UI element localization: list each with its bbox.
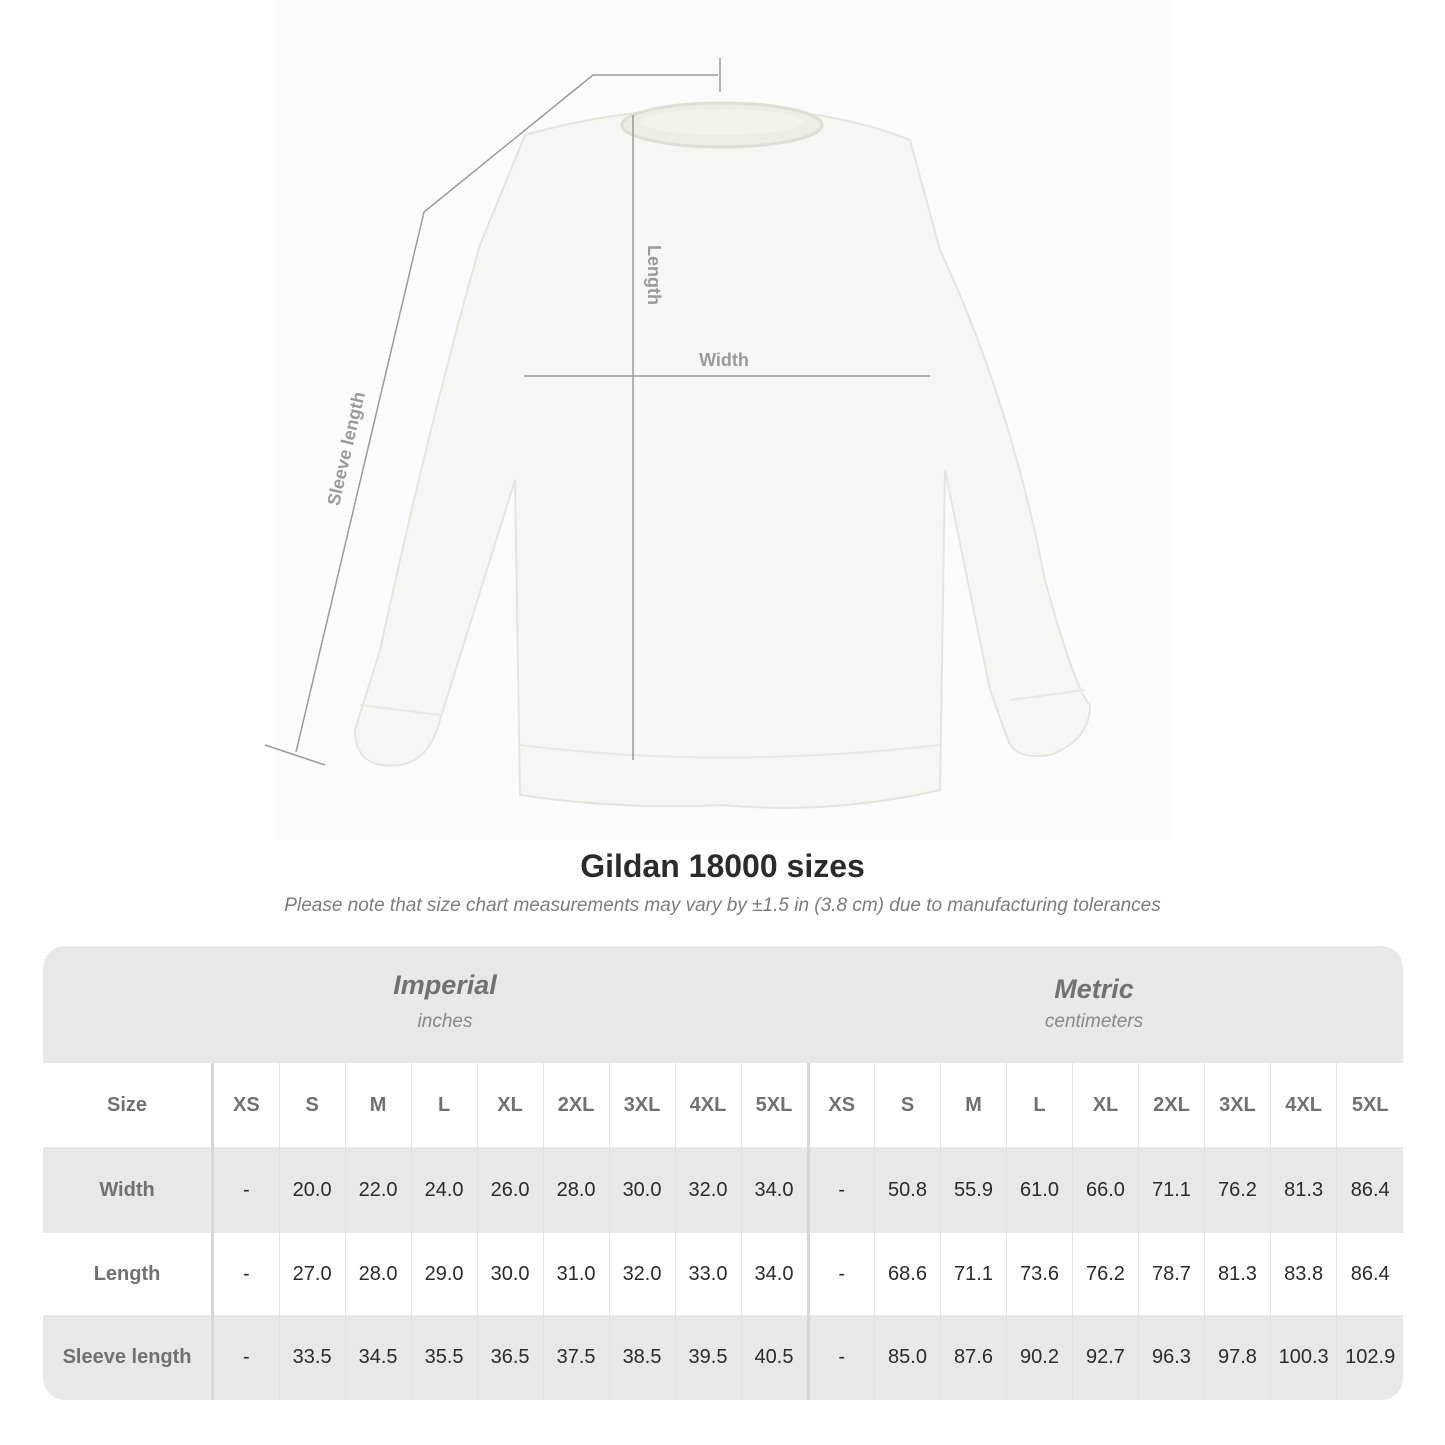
metric-value: 100.3: [1269, 1315, 1337, 1400]
unit-header: Imperial inches Metric centimeters: [43, 946, 1403, 1063]
imperial-value: 27.0: [278, 1233, 346, 1315]
metric-value: 71.1: [940, 1233, 1007, 1315]
metric-size-3xl: 3XL: [1203, 1063, 1271, 1147]
imperial-value: 22.0: [344, 1147, 412, 1233]
imperial-value: 24.0: [410, 1147, 478, 1233]
imperial-value: 32.0: [674, 1147, 742, 1233]
imperial-size-xs: XS: [212, 1063, 280, 1147]
row-label: Length: [43, 1233, 215, 1315]
metric-value: 102.9: [1336, 1315, 1403, 1400]
length-label: Length: [644, 245, 664, 305]
row-label: Width: [43, 1147, 215, 1233]
size-label: Size: [43, 1063, 215, 1147]
imperial-unit: inches: [417, 1011, 473, 1032]
table-row: Sleeve length -33.5 34.5 35.5 36.5 37.5 38.5 39…: [43, 1315, 1403, 1400]
imperial-value: 28.0: [542, 1147, 610, 1233]
imperial-value: 20.0: [278, 1147, 346, 1233]
imperial-value: 37.5: [542, 1315, 610, 1400]
imperial-size-m: M: [344, 1063, 412, 1147]
imperial-value: -: [212, 1147, 280, 1233]
metric-value: 76.2: [1203, 1147, 1271, 1233]
imperial-value: 36.5: [476, 1315, 544, 1400]
measurement-lines: [264, 58, 930, 766]
metric-value: 50.8: [874, 1147, 941, 1233]
metric-size-2xl: 2XL: [1137, 1063, 1205, 1147]
imperial-size-l: L: [410, 1063, 478, 1147]
metric-value: 81.3: [1203, 1233, 1271, 1315]
tolerance-note: Please note that size chart measurements…: [284, 895, 1161, 916]
metric-value: 90.2: [1006, 1315, 1073, 1400]
metric-value: 85.0: [874, 1315, 941, 1400]
imperial-value: 38.5: [608, 1315, 676, 1400]
metric-size-5xl: 5XL: [1336, 1063, 1403, 1147]
metric-value: 96.3: [1137, 1315, 1205, 1400]
metric-size-m: M: [940, 1063, 1007, 1147]
table-row: Length -27.0 28.0 29.0 30.0 31.0 32.0 33.0 34.0-…: [43, 1233, 1403, 1315]
metric-value: 83.8: [1269, 1233, 1337, 1315]
metric-size-s: S: [874, 1063, 941, 1147]
size-header-row: Size XS S M L XL 2XL 3XL 4XL 5XL XS S M L XL 2XL 3XL 4XL 5…: [43, 1063, 1403, 1147]
metric-value: 86.4: [1336, 1147, 1403, 1233]
imperial-size-xl: XL: [476, 1063, 544, 1147]
imperial-header: Imperial inches: [215, 970, 675, 1033]
imperial-value: 32.0: [608, 1233, 676, 1315]
imperial-value: 34.0: [740, 1147, 808, 1233]
imperial-size-s: S: [278, 1063, 346, 1147]
metric-value: 71.1: [1137, 1147, 1205, 1233]
metric-value: -: [806, 1147, 875, 1233]
imperial-value: -: [212, 1233, 280, 1315]
chart-title: Gildan 18000 sizes: [580, 848, 865, 884]
size-table-panel: Imperial inches Metric centimeters Size X…: [43, 946, 1403, 1400]
metric-value: 78.7: [1137, 1233, 1205, 1315]
metric-value: 68.6: [874, 1233, 941, 1315]
metric-unit: centimeters: [1044, 1011, 1144, 1032]
metric-value: -: [806, 1233, 875, 1315]
metric-value: 73.6: [1006, 1233, 1073, 1315]
metric-value: 87.6: [940, 1315, 1007, 1400]
metric-size-4xl: 4XL: [1269, 1063, 1337, 1147]
metric-title: Metric: [1054, 974, 1134, 1004]
imperial-value: 29.0: [410, 1233, 478, 1315]
imperial-value: 39.5: [674, 1315, 742, 1400]
size-table: Size XS S M L XL 2XL 3XL 4XL 5XL XS S M L XL 2XL 3XL 4XL 5…: [43, 1063, 1403, 1400]
imperial-size-3xl: 3XL: [608, 1063, 676, 1147]
metric-value: 86.4: [1336, 1233, 1403, 1315]
imperial-value: 34.0: [740, 1233, 808, 1315]
imperial-value: -: [212, 1315, 280, 1400]
metric-size-xl: XL: [1071, 1063, 1139, 1147]
metric-value: 61.0: [1006, 1147, 1073, 1233]
metric-size-xs: XS: [806, 1063, 875, 1147]
imperial-value: 30.0: [608, 1147, 676, 1233]
metric-value: 97.8: [1203, 1315, 1271, 1400]
imperial-value: 33.0: [674, 1233, 742, 1315]
imperial-value: 33.5: [278, 1315, 346, 1400]
imperial-value: 26.0: [476, 1147, 544, 1233]
imperial-size-2xl: 2XL: [542, 1063, 610, 1147]
metric-value: 92.7: [1071, 1315, 1139, 1400]
metric-value: 66.0: [1071, 1147, 1139, 1233]
imperial-value: 35.5: [410, 1315, 478, 1400]
row-label: Sleeve length: [43, 1315, 215, 1400]
sweater-image: [353, 101, 1092, 809]
metric-value: -: [806, 1315, 875, 1400]
imperial-value: 28.0: [344, 1233, 412, 1315]
imperial-value: 34.5: [344, 1315, 412, 1400]
metric-value: 81.3: [1269, 1147, 1337, 1233]
metric-header: Metric centimeters: [810, 974, 1378, 1033]
sweater-diagram: Length Width Sleeve length: [264, 58, 1092, 809]
metric-size-l: L: [1006, 1063, 1073, 1147]
imperial-size-4xl: 4XL: [674, 1063, 742, 1147]
imperial-value: 30.0: [476, 1233, 544, 1315]
imperial-value: 40.5: [740, 1315, 808, 1400]
imperial-size-5xl: 5XL: [740, 1063, 808, 1147]
table-row: Width -20.0 22.0 24.0 26.0 28.0 30.0 32.0 34.0-5…: [43, 1147, 1403, 1233]
metric-value: 55.9: [940, 1147, 1007, 1233]
width-label: Width: [699, 350, 749, 370]
imperial-title: Imperial: [393, 970, 497, 1000]
metric-value: 76.2: [1071, 1233, 1139, 1315]
imperial-value: 31.0: [542, 1233, 610, 1315]
